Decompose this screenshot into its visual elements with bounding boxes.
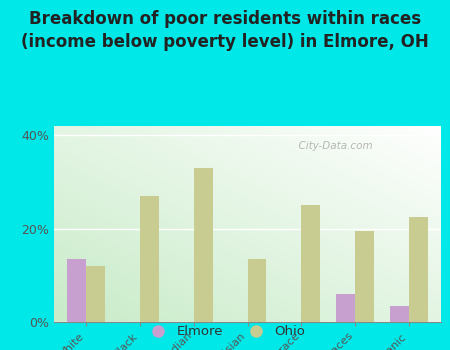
Legend: Elmore, Ohio: Elmore, Ohio (140, 320, 310, 343)
Bar (409, 217, 428, 322)
Bar (68, 259, 86, 322)
Bar (194, 168, 212, 322)
Text: City-Data.com: City-Data.com (292, 141, 373, 150)
Bar (390, 306, 409, 322)
Bar (355, 231, 374, 322)
Bar (248, 259, 266, 322)
Bar (301, 205, 320, 322)
Bar (140, 196, 159, 322)
Bar (336, 294, 355, 322)
Text: Breakdown of poor residents within races
(income below poverty level) in Elmore,: Breakdown of poor residents within races… (21, 10, 429, 51)
Bar (86, 266, 105, 322)
